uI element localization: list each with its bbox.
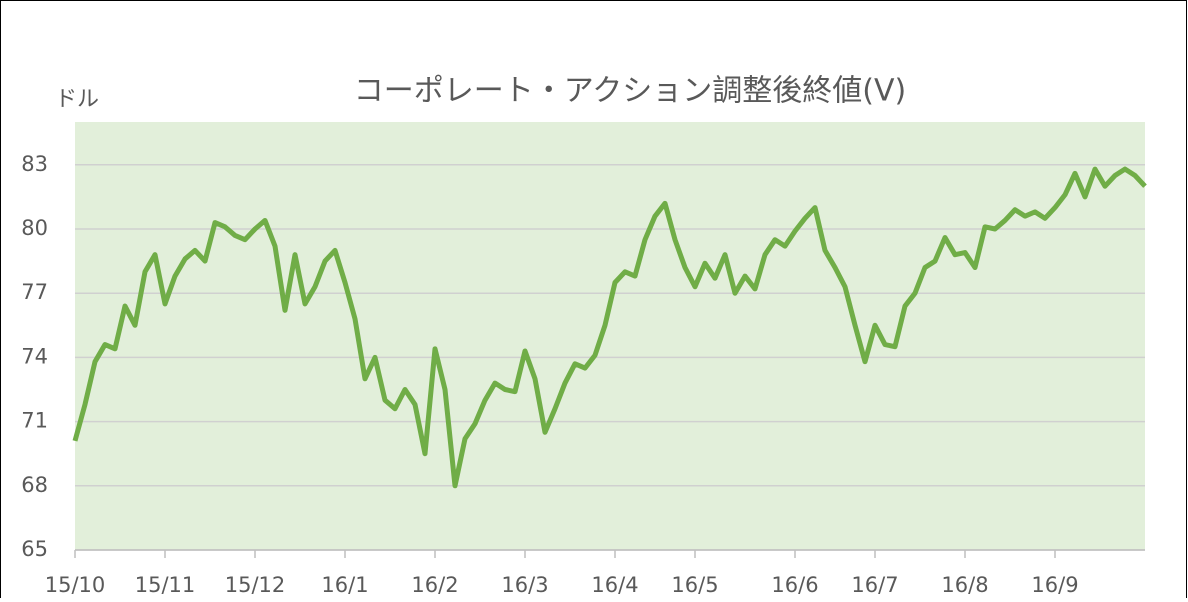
plot-area [75, 122, 1145, 550]
x-tick-label: 16/5 [671, 573, 718, 597]
y-tick-label: 83 [21, 152, 48, 176]
y-tick-label: 80 [21, 216, 48, 240]
x-tick-label: 16/7 [851, 573, 898, 597]
y-tick-label: 68 [21, 473, 48, 497]
y-tick-label: 74 [21, 344, 48, 368]
x-tick-label: 16/6 [771, 573, 818, 597]
y-tick-label: 71 [21, 409, 48, 433]
x-tick-label: 16/4 [591, 573, 638, 597]
x-tick-label: 16/8 [941, 573, 988, 597]
y-axis-label: ドル [55, 87, 99, 112]
y-tick-label: 65 [21, 537, 48, 561]
chart-title: コーポレート・アクション調整後終値(V) [354, 74, 906, 109]
x-tick-label: 16/2 [411, 573, 458, 597]
x-tick-label: 15/12 [225, 573, 286, 597]
x-tick-label: 15/11 [135, 573, 196, 597]
x-tick-label: 16/1 [321, 573, 368, 597]
x-tick-label: 16/3 [501, 573, 548, 597]
x-tick-label: 16/9 [1031, 573, 1078, 597]
y-tick-label: 77 [21, 280, 48, 304]
x-tick-label: 15/10 [45, 573, 106, 597]
data-line [72, 166, 1147, 489]
